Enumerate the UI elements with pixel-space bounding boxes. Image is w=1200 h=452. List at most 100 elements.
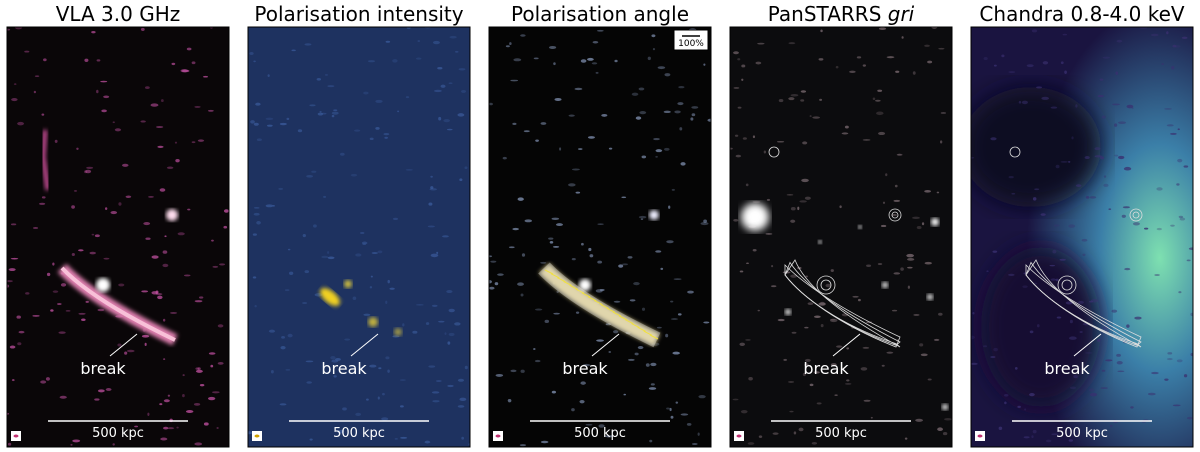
noise	[1183, 374, 1188, 378]
noise	[517, 282, 524, 286]
noise	[425, 322, 430, 326]
noise	[971, 362, 978, 365]
noise	[248, 431, 253, 435]
noise	[907, 285, 910, 289]
noise	[317, 112, 324, 116]
noise	[655, 250, 662, 253]
noise	[752, 249, 757, 252]
noise	[907, 285, 911, 289]
noise	[912, 216, 920, 220]
noise	[1126, 104, 1134, 109]
noise	[1022, 285, 1028, 288]
noise	[1178, 291, 1182, 294]
noise	[162, 263, 169, 268]
noise	[17, 342, 22, 346]
noise	[24, 50, 30, 53]
pol-contour	[538, 262, 661, 348]
noise	[1032, 197, 1037, 201]
noise	[193, 403, 201, 406]
noise	[167, 427, 175, 430]
noise	[91, 30, 96, 34]
noise	[327, 251, 330, 254]
noise	[863, 399, 871, 402]
noise	[790, 207, 796, 211]
noise	[444, 332, 447, 335]
noise	[591, 62, 598, 65]
noise	[177, 232, 185, 236]
noise	[1051, 433, 1059, 436]
noise	[653, 137, 660, 141]
noise	[944, 417, 952, 421]
noise	[454, 322, 461, 326]
noise	[1089, 196, 1097, 199]
contour	[891, 211, 899, 219]
noise	[459, 178, 463, 181]
noise	[253, 122, 259, 126]
noise	[1041, 96, 1050, 100]
noise	[587, 136, 595, 139]
panel-frame	[6, 26, 230, 448]
noise	[194, 300, 203, 303]
noise	[588, 247, 592, 252]
noise	[920, 353, 928, 357]
beam	[736, 434, 742, 438]
contour	[1129, 208, 1143, 222]
noise	[162, 250, 168, 254]
noise	[904, 437, 908, 440]
noise	[741, 78, 744, 81]
noise	[118, 283, 125, 287]
noise	[105, 388, 112, 391]
noise	[524, 219, 532, 223]
noise	[1130, 406, 1134, 409]
pol-vector	[544, 269, 554, 275]
noise	[321, 255, 329, 259]
noise	[592, 41, 599, 44]
noise	[394, 438, 398, 440]
noise	[575, 191, 581, 194]
noise	[70, 443, 73, 446]
noise	[559, 147, 562, 151]
noise	[1055, 164, 1060, 169]
noise	[144, 342, 147, 347]
noise	[1050, 106, 1058, 109]
star	[741, 203, 769, 231]
noise	[41, 196, 46, 199]
noise	[739, 342, 746, 346]
pol-blob	[344, 280, 352, 288]
noise	[10, 257, 19, 260]
noise	[448, 332, 455, 337]
noise	[1102, 56, 1111, 59]
pol-blob	[368, 317, 378, 327]
noise	[778, 99, 784, 103]
noise	[84, 58, 89, 62]
noise	[878, 27, 887, 30]
noise	[1186, 259, 1191, 262]
noise	[7, 28, 11, 31]
noise	[253, 60, 256, 63]
beam	[977, 434, 983, 438]
noise	[278, 187, 284, 190]
noise	[1132, 222, 1140, 226]
noise	[862, 346, 870, 349]
noise	[1176, 183, 1180, 186]
radio-source	[166, 209, 178, 221]
noise	[405, 96, 410, 99]
panel-background	[248, 27, 470, 447]
noise	[552, 246, 560, 248]
noise	[651, 34, 656, 38]
noise	[97, 308, 105, 312]
noise	[249, 51, 254, 55]
noise	[568, 183, 576, 187]
noise	[199, 384, 205, 387]
noise	[1090, 299, 1099, 303]
noise	[155, 290, 159, 294]
noise	[913, 314, 920, 316]
noise	[166, 166, 174, 169]
noise	[495, 373, 504, 377]
noise	[556, 290, 559, 294]
noise	[640, 218, 644, 221]
noise	[670, 300, 674, 303]
contour	[1061, 279, 1073, 291]
noise	[286, 117, 290, 121]
noise	[331, 114, 335, 118]
